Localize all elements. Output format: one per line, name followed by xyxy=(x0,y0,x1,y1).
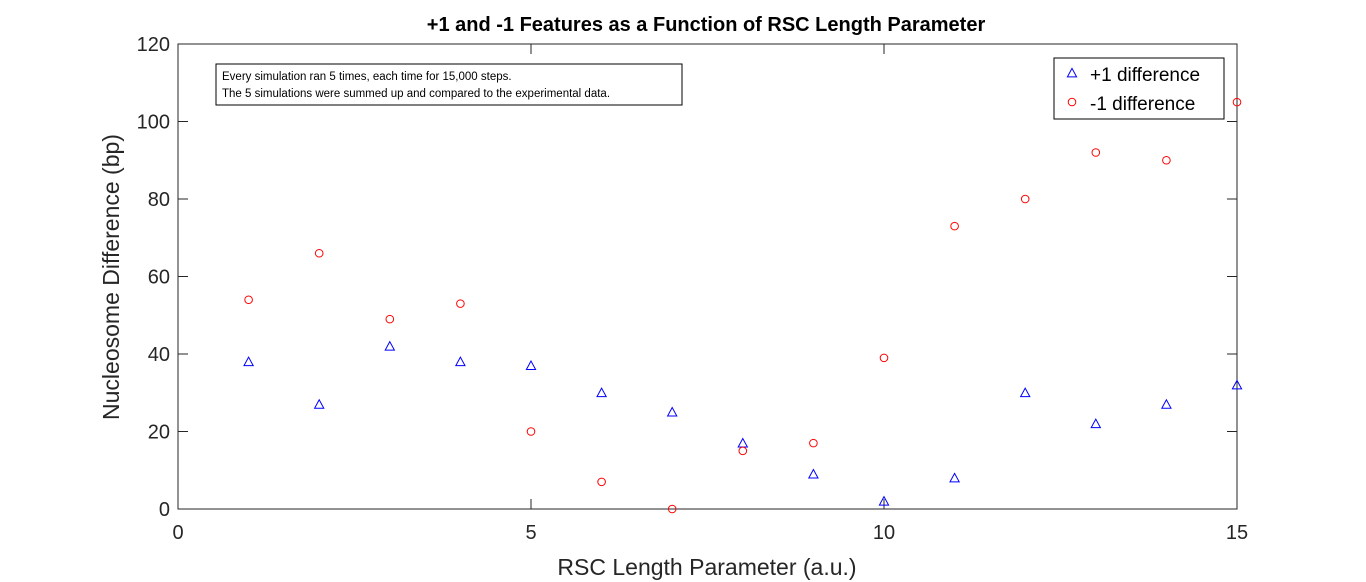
data-point xyxy=(243,356,255,367)
data-point xyxy=(1091,148,1101,157)
annotation-line-1: Every simulation ran 5 times, each time … xyxy=(222,71,512,83)
data-markers xyxy=(243,97,1243,514)
legend-triangle-marker xyxy=(1066,67,1078,78)
data-point xyxy=(666,406,678,417)
y-tick-label: 100 xyxy=(137,112,170,134)
x-tick-label: 10 xyxy=(873,522,895,544)
y-tick-label: 60 xyxy=(148,267,170,289)
y-tick-label: 80 xyxy=(148,189,170,211)
data-point xyxy=(1019,387,1031,398)
data-point xyxy=(1090,418,1102,429)
x-tick-label: 0 xyxy=(172,522,183,544)
x-axis-label: RSC Length Parameter (a.u.) xyxy=(557,554,856,580)
data-point xyxy=(596,387,608,398)
chart-title: +1 and -1 Features as a Function of RSC … xyxy=(427,14,986,36)
data-point xyxy=(738,446,748,456)
data-point xyxy=(1162,155,1171,165)
series-plus1-difference xyxy=(243,340,1243,506)
data-point xyxy=(314,248,324,258)
axis-ticks xyxy=(177,43,1238,510)
data-point xyxy=(313,398,325,409)
data-point xyxy=(1231,379,1243,390)
legend-entry-plus1: +1 difference xyxy=(1090,65,1200,86)
data-point xyxy=(525,359,537,371)
y-tick-label: 20 xyxy=(148,422,170,444)
legend-circle-marker xyxy=(1067,97,1077,107)
data-point xyxy=(456,299,465,308)
y-tick-label: 120 xyxy=(137,34,170,56)
x-tick-label: 15 xyxy=(1226,522,1248,544)
data-point xyxy=(384,340,396,351)
data-point xyxy=(809,438,818,448)
data-point xyxy=(597,477,606,487)
data-point xyxy=(454,356,466,367)
annotation-border xyxy=(215,63,683,106)
data-point xyxy=(950,221,959,231)
annotation-line-2: The 5 simulations were summed up and com… xyxy=(222,88,610,100)
x-tick-label: 5 xyxy=(525,522,536,544)
legend-border xyxy=(1053,57,1225,120)
plot-area xyxy=(177,43,1238,510)
data-point xyxy=(244,295,253,305)
legend: +1 difference -1 difference xyxy=(1053,57,1225,120)
data-point xyxy=(1232,97,1242,107)
data-point xyxy=(807,468,819,479)
data-point xyxy=(879,353,889,363)
tick-labels: 0 5 10 15 0 20 40 60 80 100 120 xyxy=(137,34,1249,544)
legend-symbols xyxy=(1066,67,1078,107)
y-tick-label: 40 xyxy=(148,344,170,366)
data-point xyxy=(1020,194,1030,204)
data-point xyxy=(1160,398,1172,409)
data-point xyxy=(385,314,395,324)
data-point xyxy=(878,495,890,506)
data-point xyxy=(949,472,961,483)
legend-entry-minus1: -1 difference xyxy=(1090,94,1195,115)
annotation-box: Every simulation ran 5 times, each time … xyxy=(215,63,683,106)
series-minus1-difference xyxy=(244,97,1242,514)
data-point xyxy=(667,504,677,514)
y-axis-label: Nucleosome Difference (bp) xyxy=(98,134,124,420)
y-tick-label: 0 xyxy=(159,499,170,521)
data-point xyxy=(526,427,536,436)
